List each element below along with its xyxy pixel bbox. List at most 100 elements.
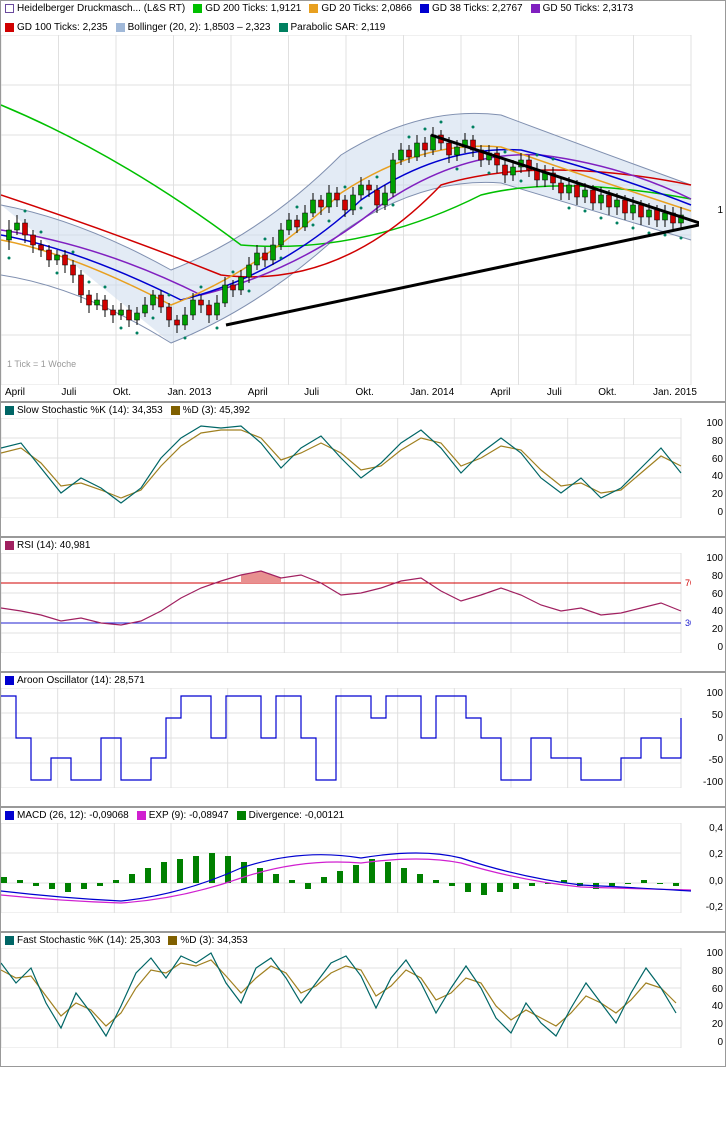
x-tick: April: [5, 387, 25, 398]
legend-item: GD 38 Ticks: 2,2767: [420, 3, 523, 14]
slow-stoch-svg: [1, 418, 691, 518]
legend-item: Slow Stochastic %K (14): 34,353: [5, 405, 163, 416]
legend-item: GD 200 Ticks: 1,9121: [193, 3, 301, 14]
legend-swatch: [237, 811, 246, 820]
slow-stochastic-panel: Slow Stochastic %K (14): 34,353 %D (3): 4…: [0, 402, 726, 537]
legend-item: GD 20 Ticks: 2,0866: [309, 3, 412, 14]
aroon-y-axis: 100500-50-100: [695, 688, 723, 788]
legend-swatch: [168, 936, 177, 945]
legend-label: GD 50 Ticks: 2,3173: [543, 3, 634, 14]
legend-swatch: [279, 23, 288, 32]
legend-swatch: [420, 4, 429, 13]
main-legend: Heidelberger Druckmasch... (L&S RT) GD 20…: [1, 1, 725, 35]
legend-item: Heidelberger Druckmasch... (L&S RT): [5, 3, 185, 14]
fast-stoch-y-axis: 100806040200: [695, 948, 723, 1048]
svg-text:30: 30: [685, 618, 691, 628]
x-tick: April: [248, 387, 268, 398]
slow-stoch-legend: Slow Stochastic %K (14): 34,353 %D (3): 4…: [1, 403, 725, 418]
legend-swatch: [5, 23, 14, 32]
legend-swatch: [193, 4, 202, 13]
legend-label: Aroon Oscillator (14): 28,571: [17, 675, 145, 686]
legend-item: GD 100 Ticks: 2,235: [5, 22, 108, 33]
x-tick: Juli: [304, 387, 319, 398]
legend-label: Divergence: -0,00121: [249, 810, 345, 821]
legend-swatch: [5, 936, 14, 945]
rsi-legend: RSI (14): 40,981: [1, 538, 725, 553]
legend-item: Divergence: -0,00121: [237, 810, 345, 821]
macd-panel: MACD (26, 12): -0,09068EXP (9): -0,08947…: [0, 807, 726, 932]
x-tick: Juli: [547, 387, 562, 398]
rsi-svg: 7030: [1, 553, 691, 653]
y-tick: 100: [695, 948, 723, 959]
legend-swatch: [171, 406, 180, 415]
legend-label: GD 20 Ticks: 2,0866: [321, 3, 412, 14]
legend-label: GD 200 Ticks: 1,9121: [205, 3, 301, 14]
legend-label: EXP (9): -0,08947: [149, 810, 229, 821]
legend-item: EXP (9): -0,08947: [137, 810, 229, 821]
main-price-chart: Heidelberger Druckmasch... (L&S RT) GD 20…: [0, 0, 726, 402]
x-tick: Juli: [61, 387, 76, 398]
y-tick: 20: [695, 489, 723, 500]
legend-label: %D (3): 34,353: [180, 935, 247, 946]
y-tick: -0,2: [695, 902, 723, 913]
legend-label: Heidelberger Druckmasch... (L&S RT): [17, 3, 185, 14]
y-tick: 0: [695, 1037, 723, 1048]
y-tick: 40: [695, 1001, 723, 1012]
legend-label: Slow Stochastic %K (14): 34,353: [17, 405, 163, 416]
legend-swatch: [309, 4, 318, 13]
tick-footnote: 1 Tick = 1 Woche: [7, 359, 76, 369]
x-tick: April: [491, 387, 511, 398]
y-tick: 0: [695, 733, 723, 744]
main-x-axis: April Juli Okt. Jan. 2013 April Juli Okt. Jan. …: [1, 385, 725, 400]
legend-swatch: [5, 406, 14, 415]
legend-label: Bollinger (20, 2): 1,8503 – 2,323: [128, 22, 271, 33]
legend-label: %D (3): 45,392: [183, 405, 250, 416]
legend-label: Parabolic SAR: 2,119: [291, 22, 386, 33]
legend-label: RSI (14): 40,981: [17, 540, 90, 551]
x-tick: Okt.: [113, 387, 131, 398]
rsi-panel: RSI (14): 40,981 7030 100806040200: [0, 537, 726, 672]
legend-swatch: [5, 541, 14, 550]
legend-swatch: [116, 23, 125, 32]
legend-swatch: [531, 4, 540, 13]
macd-svg: [1, 823, 691, 913]
macd-y-axis: 0,40,20,0-0,2: [695, 823, 723, 913]
y-tick: 0,2: [695, 849, 723, 860]
x-tick: Okt.: [598, 387, 616, 398]
legend-swatch: [5, 676, 14, 685]
aroon-legend: Aroon Oscillator (14): 28,571: [1, 673, 725, 688]
legend-swatch: [5, 4, 14, 13]
legend-item: %D (3): 45,392: [171, 405, 250, 416]
y-tick: 1: [695, 205, 723, 216]
legend-swatch: [5, 811, 14, 820]
legend-label: GD 38 Ticks: 2,2767: [432, 3, 523, 14]
y-tick: -50: [695, 755, 723, 766]
legend-item: GD 50 Ticks: 2,3173: [531, 3, 634, 14]
macd-legend: MACD (26, 12): -0,09068EXP (9): -0,08947…: [1, 808, 725, 823]
y-tick: 0: [695, 642, 723, 653]
y-tick: 60: [695, 454, 723, 465]
y-tick: -100: [695, 777, 723, 788]
legend-item: Aroon Oscillator (14): 28,571: [5, 675, 145, 686]
y-tick: 40: [695, 471, 723, 482]
main-y-axis: 1: [695, 35, 723, 385]
legend-label: Fast Stochastic %K (14): 25,303: [17, 935, 160, 946]
legend-item: Bollinger (20, 2): 1,8503 – 2,323: [116, 22, 271, 33]
fast-stoch-svg: [1, 948, 691, 1048]
x-tick: Jan. 2013: [167, 387, 211, 398]
fast-stochastic-panel: Fast Stochastic %K (14): 25,303 %D (3): 3…: [0, 932, 726, 1067]
y-tick: 60: [695, 589, 723, 600]
slow-stoch-y-axis: 100 80 60 40 20 0: [695, 418, 723, 518]
y-tick: 100: [695, 553, 723, 564]
y-tick: 80: [695, 966, 723, 977]
aroon-panel: Aroon Oscillator (14): 28,571 100500-50-…: [0, 672, 726, 807]
y-tick: 0: [695, 507, 723, 518]
x-tick: Jan. 2014: [410, 387, 454, 398]
y-tick: 60: [695, 984, 723, 995]
y-tick: 20: [695, 624, 723, 635]
y-tick: 80: [695, 436, 723, 447]
legend-label: GD 100 Ticks: 2,235: [17, 22, 108, 33]
y-tick: 100: [695, 418, 723, 429]
x-tick: Jan. 2015: [653, 387, 697, 398]
y-tick: 40: [695, 606, 723, 617]
